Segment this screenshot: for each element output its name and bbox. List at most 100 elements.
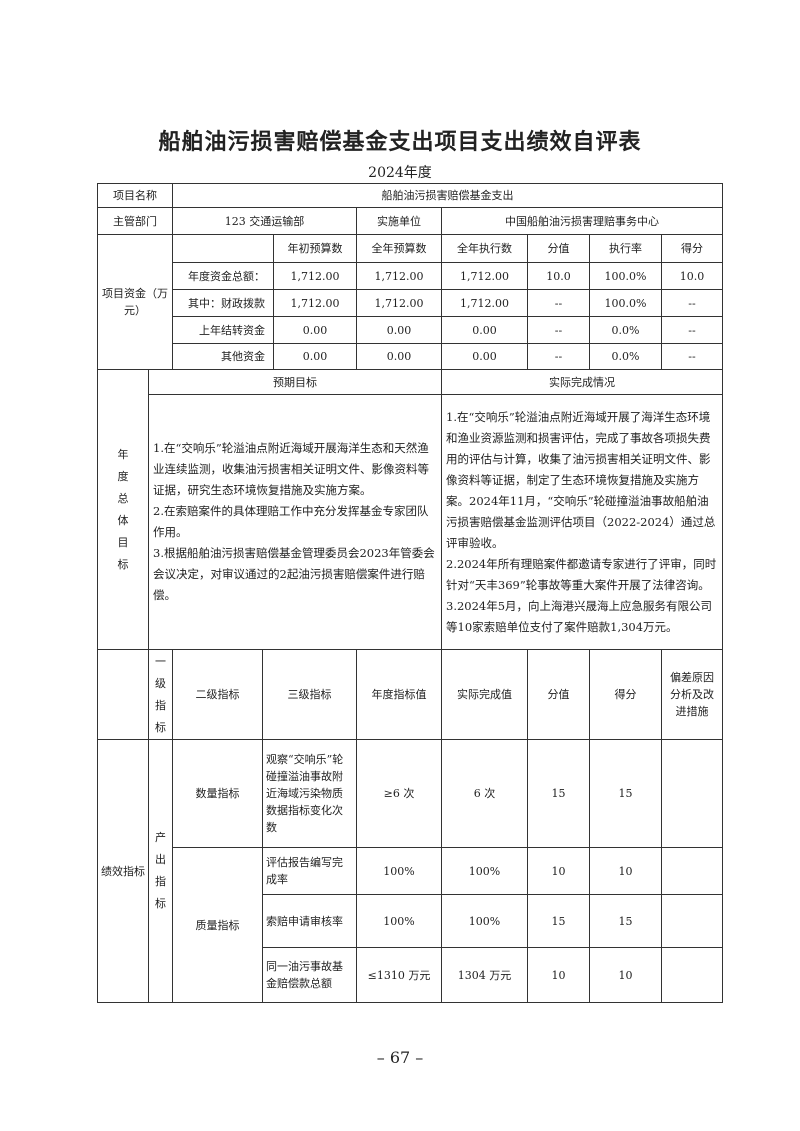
score-cell: 15 bbox=[589, 739, 662, 848]
reason-cell bbox=[661, 894, 723, 948]
project-name-value: 船舶油污损害赔偿基金支出 bbox=[172, 183, 723, 208]
goals-header-row: 年度总体目标 预期目标 实际完成情况 bbox=[97, 369, 723, 650]
report-year: 2024年度 bbox=[368, 165, 432, 181]
level1-text: 产出指标 bbox=[155, 831, 166, 910]
funds-label: 项目资金（万元） bbox=[97, 234, 173, 370]
funds-cell: 1,712.00 bbox=[441, 262, 528, 290]
funds-cell: 0.0% bbox=[589, 343, 662, 370]
funds-header: 得分 bbox=[661, 234, 723, 263]
target-cell: ≤1310 万元 bbox=[356, 947, 442, 1003]
funds-header-blank bbox=[172, 234, 274, 263]
goals-body-row: 1.在“交响乐”轮溢油点附近海域开展海洋生态和天然渔业连续监测，收集油污损害相关… bbox=[98, 394, 723, 650]
expected-goal-item: 2.在索赔案件的具体理赔工作中充分发挥基金专家团队作用。 bbox=[153, 504, 429, 539]
funds-cell: 1,712.00 bbox=[356, 262, 442, 290]
score-cell: 15 bbox=[589, 894, 662, 948]
actual-item: 2.2024年所有理赔案件都邀请专家进行了评审，同时针对“天丰369”轮事故等重… bbox=[446, 556, 717, 592]
perf-header: 分值 bbox=[527, 649, 590, 740]
funds-cell: 100.0% bbox=[589, 262, 662, 290]
expected-goal-item: 3.根据船舶油污损害赔偿基金管理委员会2023年管委会会议决定，对审议通过的2起… bbox=[153, 546, 435, 602]
funds-cell: 0.0% bbox=[589, 316, 662, 344]
project-name-label: 项目名称 bbox=[97, 183, 173, 208]
level3-cell: 索赔申请审核率 bbox=[262, 894, 357, 948]
perf-header: 三级指标 bbox=[262, 649, 357, 740]
actual-cell: 100% bbox=[441, 847, 528, 895]
level3-cell: 评估报告编写完成率 bbox=[262, 847, 357, 895]
funds-cell: 10.0 bbox=[527, 262, 590, 290]
target-cell: ≥6 次 bbox=[356, 739, 442, 848]
actual-cell: 6 次 bbox=[441, 739, 528, 848]
project-name-row: 项目名称 船舶油污损害赔偿基金支出 bbox=[97, 183, 723, 208]
actual-completion-header: 实际完成情况 bbox=[441, 369, 723, 395]
dept-label: 主管部门 bbox=[97, 207, 173, 235]
impl-label: 实施单位 bbox=[356, 207, 442, 235]
level1-header-text: 一级指标 bbox=[155, 654, 166, 734]
perf-header: 偏差原因分析及改进措施 bbox=[661, 649, 723, 740]
funds-row-label: 其他资金 bbox=[172, 343, 274, 370]
funds-cell: 10.0 bbox=[661, 262, 723, 290]
funds-cell: 1,712.00 bbox=[356, 289, 442, 317]
target-cell: 100% bbox=[356, 894, 442, 948]
funds-cell: 0.00 bbox=[273, 343, 357, 370]
funds-cell: 0.00 bbox=[273, 316, 357, 344]
funds-header: 年初预算数 bbox=[273, 234, 357, 263]
perf-header: 二级指标 bbox=[172, 649, 263, 740]
funds-header: 分值 bbox=[527, 234, 590, 263]
level3-cell: 观察“交响乐”轮碰撞溢油事故附近海域污染物质数据指标变化次数 bbox=[262, 739, 357, 848]
funds-cell: 1,712.00 bbox=[441, 289, 528, 317]
funds-cell: 0.00 bbox=[356, 316, 442, 344]
perf-header-level1: 一级指标 bbox=[148, 649, 173, 740]
score-cell: 10 bbox=[589, 947, 662, 1003]
perf-row: 同一油污事故基金赔偿款总额 ≤1310 万元 1304 万元 10 10 bbox=[98, 947, 723, 1003]
expected-goals-header: 预期目标 bbox=[148, 369, 442, 395]
reason-cell bbox=[661, 847, 723, 895]
actual-completion: 1.在“交响乐”轮溢油点附近海域开展了海洋生态环境和渔业资源监测和损害评估，完成… bbox=[441, 394, 723, 650]
funds-row-label: 上年结转资金 bbox=[172, 316, 274, 344]
reason-cell bbox=[661, 947, 723, 1003]
perf-row: 索赔申请审核率 100% 100% 15 15 bbox=[98, 894, 723, 948]
dept-value: 123 交通运输部 bbox=[172, 207, 357, 235]
funds-cell: -- bbox=[661, 343, 723, 370]
funds-row: 上年结转资金 0.00 0.00 0.00 -- 0.0% -- bbox=[98, 316, 723, 344]
actual-cell: 100% bbox=[441, 894, 528, 948]
funds-cell: 0.00 bbox=[441, 316, 528, 344]
funds-header: 全年预算数 bbox=[356, 234, 442, 263]
perf-header: 年度指标值 bbox=[356, 649, 442, 740]
funds-header: 执行率 bbox=[589, 234, 662, 263]
funds-cell: 0.00 bbox=[441, 343, 528, 370]
perf-header: 实际完成值 bbox=[441, 649, 528, 740]
target-cell: 100% bbox=[356, 847, 442, 895]
goals-label: 年度总体目标 bbox=[97, 369, 149, 650]
page-number: – 67 – bbox=[376, 1048, 424, 1067]
funds-cell: -- bbox=[661, 289, 723, 317]
funds-cell: 1,712.00 bbox=[273, 289, 357, 317]
perf-header-row: 一级指标 二级指标 三级指标 年度指标值 实际完成值 分值 得分 偏差原因分析及… bbox=[97, 649, 723, 740]
perf-header: 得分 bbox=[589, 649, 662, 740]
level2-cell: 数量指标 bbox=[172, 739, 263, 848]
perf-row: 绩效指标 产出指标 数量指标 观察“交响乐”轮碰撞溢油事故附近海域污染物质数据指… bbox=[97, 739, 723, 1003]
score-value-cell: 10 bbox=[527, 947, 590, 1003]
funds-cell: 1,712.00 bbox=[273, 262, 357, 290]
score-value-cell: 10 bbox=[527, 847, 590, 895]
funds-row-label: 其中：财政拨款 bbox=[172, 289, 274, 317]
funds-cell: -- bbox=[527, 289, 590, 317]
funds-cell: 100.0% bbox=[589, 289, 662, 317]
actual-cell: 1304 万元 bbox=[441, 947, 528, 1003]
funds-row: 年度资金总额： 1,712.00 1,712.00 1,712.00 10.0 … bbox=[98, 262, 723, 290]
actual-item: 3.2024年5月，向上海港兴晟海上应急服务有限公司等10家索赔单位支付了案件赔… bbox=[446, 598, 713, 634]
funds-cell: -- bbox=[527, 316, 590, 344]
score-value-cell: 15 bbox=[527, 894, 590, 948]
goals-label-text: 年度总体目标 bbox=[117, 447, 129, 571]
expected-goals: 1.在“交响乐”轮溢油点附近海域开展海洋生态和天然渔业连续监测，收集油污损害相关… bbox=[148, 394, 442, 650]
document-title: 船舶油污损害赔偿基金支出项目支出绩效自评表 bbox=[158, 129, 642, 155]
funds-row-label: 年度资金总额： bbox=[172, 262, 274, 290]
funds-cell: 0.00 bbox=[356, 343, 442, 370]
self-evaluation-table: 项目名称 船舶油污损害赔偿基金支出 主管部门 123 交通运输部 实施单位 中国… bbox=[97, 183, 723, 1003]
perf-row: 质量指标 评估报告编写完成率 100% 100% 10 10 bbox=[98, 847, 723, 1003]
impl-value: 中国船舶油污损害理赔事务中心 bbox=[441, 207, 723, 235]
reason-cell bbox=[661, 739, 723, 848]
funds-cell: -- bbox=[661, 316, 723, 344]
perf-label: 绩效指标 bbox=[97, 739, 149, 1003]
funds-header: 全年执行数 bbox=[441, 234, 528, 263]
actual-item: 1.在“交响乐”轮溢油点附近海域开展了海洋生态环境和渔业资源监测和损害评估，完成… bbox=[446, 409, 716, 550]
score-value-cell: 15 bbox=[527, 739, 590, 848]
